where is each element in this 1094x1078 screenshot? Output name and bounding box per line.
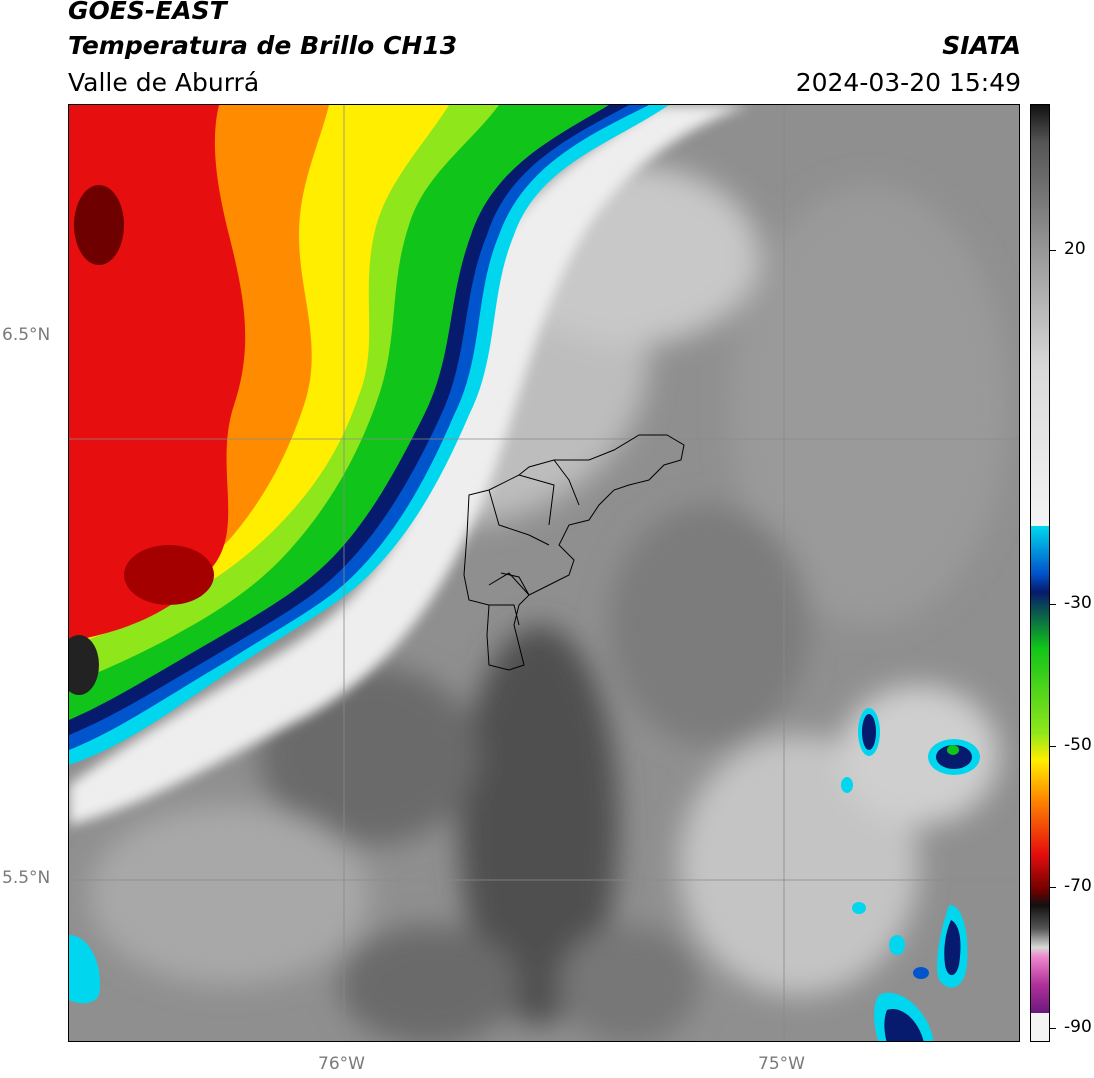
brand-label: SIATA (942, 31, 1021, 60)
cbar-label-minus50: -50 (1064, 735, 1092, 755)
cbar-tick (1050, 1028, 1056, 1029)
satellite-title: GOES-EAST (68, 0, 227, 25)
cbar-label-20: 20 (1064, 239, 1086, 259)
lat-label-5-5: 5.5°N (2, 868, 51, 888)
satellite-map[interactable] (68, 104, 1020, 1042)
region-subtitle: Valle de Aburrá (68, 68, 260, 97)
lon-label-75w: 75°W (758, 1054, 805, 1074)
cbar-label-minus30: -30 (1064, 593, 1092, 613)
temperature-colorbar (1030, 104, 1050, 1042)
cbar-tick (1050, 887, 1056, 888)
convective-cloud (69, 105, 669, 765)
cbar-tick (1050, 604, 1056, 605)
gridlines (69, 105, 1019, 1041)
cbar-label-minus90: -90 (1064, 1017, 1092, 1037)
lat-label-6-5: 6.5°N (2, 325, 51, 345)
map-canvas (69, 105, 1019, 1041)
cloud-edge-halo (69, 105, 749, 825)
cbar-label-minus70: -70 (1064, 876, 1092, 896)
small-convective-cells (69, 708, 980, 1041)
lon-label-76w: 76°W (318, 1054, 365, 1074)
cbar-tick (1050, 250, 1056, 251)
municipal-boundaries (463, 434, 685, 671)
cbar-tick (1050, 746, 1056, 747)
product-title: Temperatura de Brillo CH13 (68, 31, 458, 60)
datetime-label: 2024-03-20 15:49 (795, 68, 1021, 97)
